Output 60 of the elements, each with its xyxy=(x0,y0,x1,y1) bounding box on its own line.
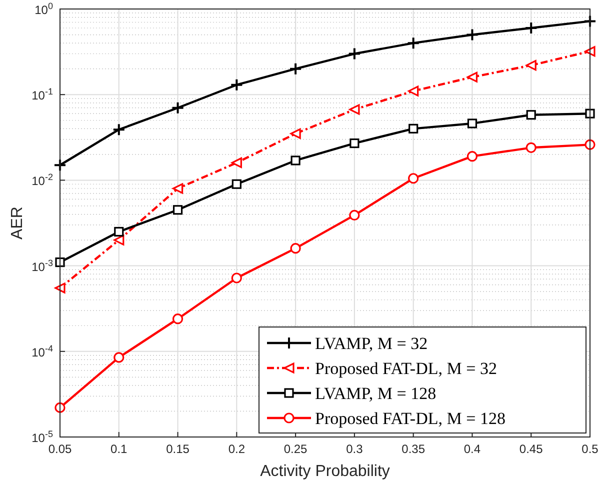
point xyxy=(406,36,420,50)
point xyxy=(467,118,478,128)
point xyxy=(290,156,300,166)
x-tick-label: 0.1 xyxy=(110,442,128,456)
x-tick-label: 0.45 xyxy=(519,442,544,456)
point xyxy=(466,151,478,162)
point xyxy=(172,205,183,215)
y-tick-label: 10$^{-1}$ xyxy=(32,86,53,103)
legend-label: LVAMP, M = 128 xyxy=(315,384,436,403)
y-tick-label: 10$^{-2}$ xyxy=(32,172,53,188)
y-tick-label: 10$^{-3}$ xyxy=(32,258,53,274)
point xyxy=(408,124,418,134)
legend-label: Proposed FAT-DL, M = 32 xyxy=(315,359,497,378)
legend-label: Proposed FAT-DL, M = 128 xyxy=(315,409,506,428)
point xyxy=(466,72,478,82)
point xyxy=(348,47,361,60)
point xyxy=(230,78,244,92)
point xyxy=(114,226,124,237)
point xyxy=(466,28,479,42)
point xyxy=(526,110,536,120)
y-tick-label: 10$^{0}$ xyxy=(34,1,53,17)
y-axis-title: AER xyxy=(9,206,26,240)
point xyxy=(408,86,419,96)
point xyxy=(54,158,66,172)
point xyxy=(290,243,301,254)
point xyxy=(526,142,536,153)
x-tick-label: 0.2 xyxy=(228,442,246,456)
point xyxy=(349,104,360,115)
x-axis-title: Activity Probability xyxy=(260,463,390,480)
x-tick-label: 0.5 xyxy=(582,442,599,456)
y-tick-label: 10$^{-5}$ xyxy=(32,429,53,445)
point xyxy=(290,128,301,139)
point xyxy=(114,352,124,363)
point xyxy=(585,108,595,118)
point xyxy=(350,138,360,148)
point xyxy=(349,210,360,221)
x-tick-label: 0.05 xyxy=(48,442,72,456)
x-tick-label: 0.25 xyxy=(284,442,308,456)
point xyxy=(584,14,596,28)
point xyxy=(232,179,242,189)
x-tick-label: 0.35 xyxy=(402,442,426,456)
point xyxy=(54,282,66,294)
point xyxy=(112,123,126,136)
point xyxy=(231,157,242,168)
point xyxy=(524,21,538,34)
point xyxy=(408,173,419,184)
point xyxy=(526,60,536,71)
legend-label: LVAMP, M = 32 xyxy=(315,334,428,353)
point xyxy=(114,234,124,246)
point xyxy=(172,314,184,324)
point xyxy=(55,257,65,268)
x-tick-label: 0.4 xyxy=(464,442,481,456)
x-tick-label: 0.15 xyxy=(166,442,190,456)
point xyxy=(289,62,302,76)
x-tick-label: 0.3 xyxy=(346,442,364,456)
point xyxy=(172,183,184,194)
point xyxy=(171,101,184,114)
y-tick-label: 10$^{-4}$ xyxy=(32,343,53,360)
point xyxy=(231,272,242,284)
point xyxy=(584,46,596,57)
